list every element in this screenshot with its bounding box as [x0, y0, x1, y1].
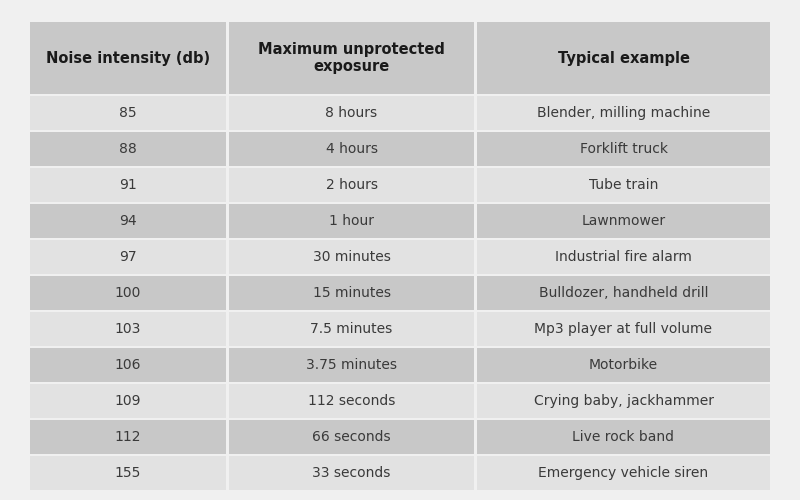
Text: Tube train: Tube train	[589, 178, 658, 192]
Bar	[477, 132, 770, 166]
Text: 2 hours: 2 hours	[326, 178, 378, 192]
Text: 15 minutes: 15 minutes	[313, 286, 390, 300]
Text: 66 seconds: 66 seconds	[312, 430, 391, 444]
Bar	[229, 456, 474, 490]
Bar	[477, 96, 770, 130]
Text: Emergency vehicle siren: Emergency vehicle siren	[538, 466, 709, 480]
Bar	[477, 276, 770, 310]
Bar	[229, 420, 474, 454]
Text: 3.75 minutes: 3.75 minutes	[306, 358, 397, 372]
Text: Industrial fire alarm: Industrial fire alarm	[555, 250, 692, 264]
Text: 100: 100	[115, 286, 142, 300]
Bar	[30, 456, 226, 490]
Bar	[477, 312, 770, 346]
Bar	[30, 22, 226, 94]
Text: 1 hour: 1 hour	[329, 214, 374, 228]
Text: Typical example: Typical example	[558, 50, 690, 66]
Bar	[30, 132, 226, 166]
Text: 30 minutes: 30 minutes	[313, 250, 390, 264]
Text: Live rock band: Live rock band	[573, 430, 674, 444]
Bar	[477, 348, 770, 382]
Bar	[30, 384, 226, 418]
Text: 94: 94	[119, 214, 137, 228]
Bar	[229, 312, 474, 346]
Text: 85: 85	[119, 106, 137, 120]
Text: Bulldozer, handheld drill: Bulldozer, handheld drill	[538, 286, 708, 300]
Text: 106: 106	[115, 358, 142, 372]
Text: 7.5 minutes: 7.5 minutes	[310, 322, 393, 336]
Text: Forklift truck: Forklift truck	[579, 142, 667, 156]
Bar	[30, 204, 226, 238]
Bar	[30, 168, 226, 202]
Bar	[30, 96, 226, 130]
Bar	[30, 276, 226, 310]
Bar	[477, 204, 770, 238]
Text: Lawnmower: Lawnmower	[582, 214, 666, 228]
Bar	[229, 96, 474, 130]
Text: Mp3 player at full volume: Mp3 player at full volume	[534, 322, 713, 336]
Bar	[229, 204, 474, 238]
Bar	[229, 384, 474, 418]
Bar	[30, 348, 226, 382]
Bar	[477, 22, 770, 94]
Bar	[229, 22, 474, 94]
Bar	[477, 456, 770, 490]
Text: 109: 109	[115, 394, 142, 408]
Text: Blender, milling machine: Blender, milling machine	[537, 106, 710, 120]
Bar	[229, 132, 474, 166]
Bar	[229, 240, 474, 274]
Text: 8 hours: 8 hours	[326, 106, 378, 120]
Bar	[229, 348, 474, 382]
Bar	[477, 420, 770, 454]
Text: 97: 97	[119, 250, 137, 264]
Text: 91: 91	[119, 178, 137, 192]
Text: 33 seconds: 33 seconds	[312, 466, 390, 480]
Bar	[229, 168, 474, 202]
Bar	[30, 312, 226, 346]
Text: 112: 112	[115, 430, 142, 444]
Text: 155: 155	[115, 466, 142, 480]
Text: 88: 88	[119, 142, 137, 156]
Text: 103: 103	[115, 322, 142, 336]
Text: Crying baby, jackhammer: Crying baby, jackhammer	[534, 394, 714, 408]
Bar	[30, 240, 226, 274]
Text: 4 hours: 4 hours	[326, 142, 378, 156]
Bar	[477, 240, 770, 274]
Bar	[30, 420, 226, 454]
Text: Noise intensity (db): Noise intensity (db)	[46, 50, 210, 66]
Bar	[477, 168, 770, 202]
Bar	[229, 276, 474, 310]
Bar	[477, 384, 770, 418]
Text: Motorbike: Motorbike	[589, 358, 658, 372]
Text: Maximum unprotected
exposure: Maximum unprotected exposure	[258, 42, 445, 74]
Text: 112 seconds: 112 seconds	[308, 394, 395, 408]
